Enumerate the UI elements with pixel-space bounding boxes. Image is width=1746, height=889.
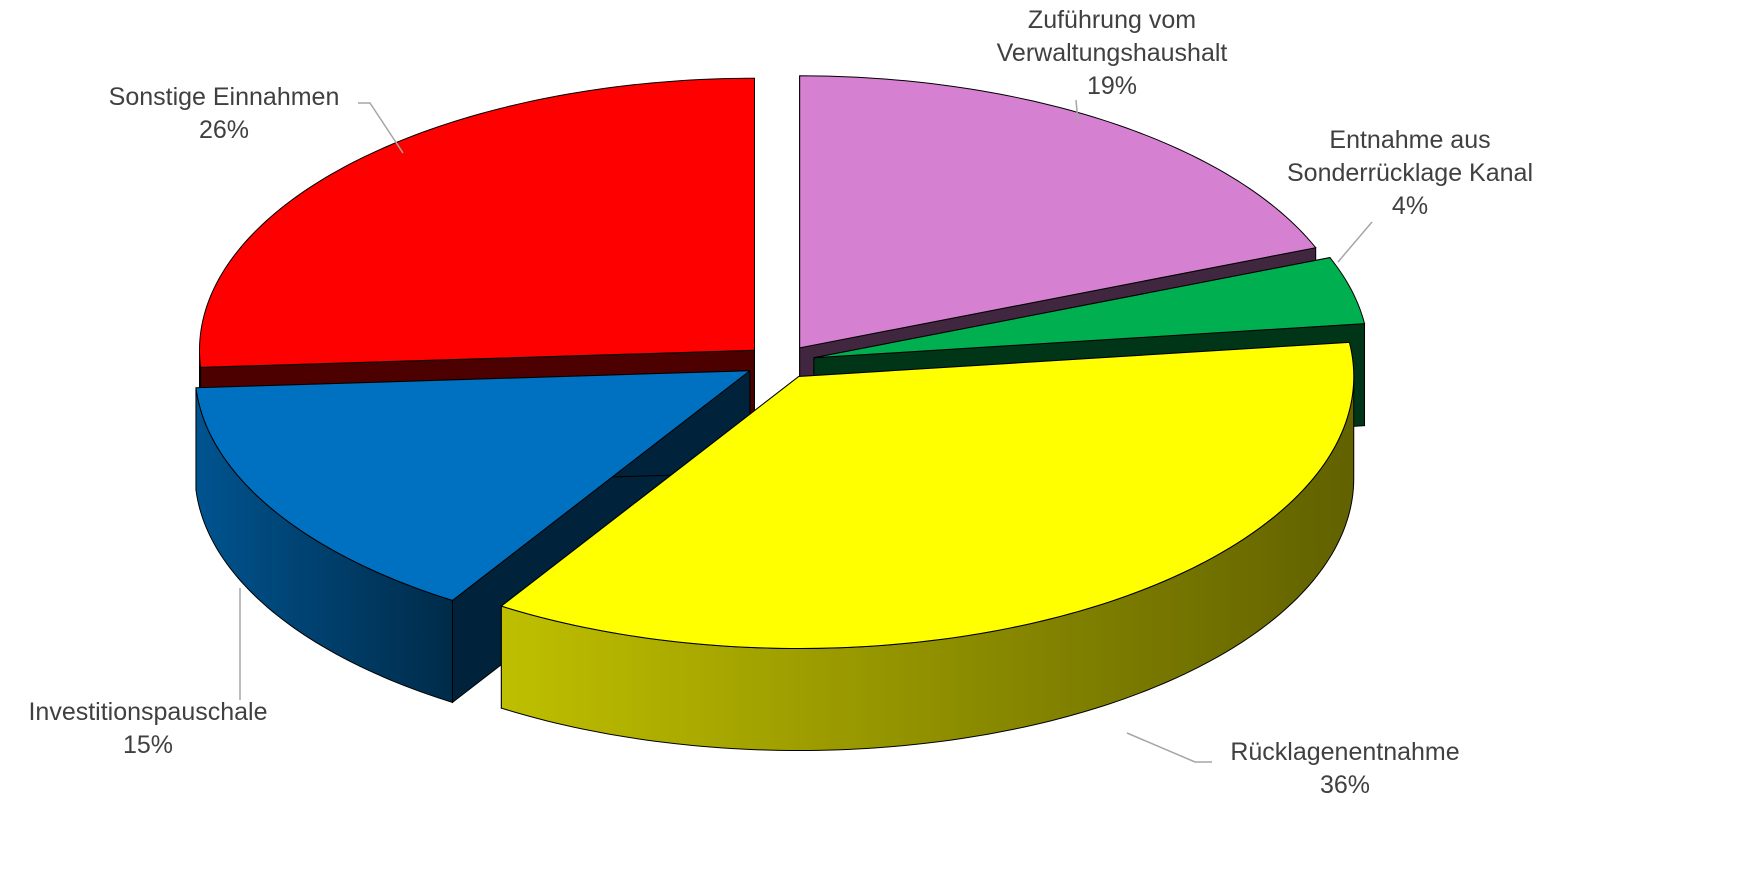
data-label: Rücklagenentnahme 36% — [1195, 736, 1495, 802]
slice — [500, 341, 1355, 751]
data-label: Investitionspauschale 15% — [0, 696, 296, 762]
value-label: 26% — [198, 116, 250, 144]
pie-slice — [799, 75, 1317, 349]
leader-line — [1075, 99, 1079, 123]
category-label: Investitionspauschale — [28, 698, 268, 726]
value-label: 36% — [1319, 771, 1371, 799]
value-label: 4% — [1391, 192, 1429, 220]
pie-slice — [813, 257, 1366, 359]
pie-slice — [500, 341, 1355, 649]
data-label: Entnahme aus Sonderrücklage Kanal 4% — [1260, 124, 1560, 223]
leader-line — [358, 102, 404, 154]
data-label: Zuführung vom Verwaltungshaushalt 19% — [962, 4, 1262, 103]
category-label: Entnahme aus Sonderrücklage Kanal — [1287, 126, 1533, 187]
value-label: 19% — [1086, 72, 1138, 100]
pie-slice — [195, 370, 752, 601]
category-label: Zuführung vom Verwaltungshaushalt — [996, 6, 1228, 67]
category-label: Sonstige Einnahmen — [108, 83, 340, 111]
leader-line — [1337, 221, 1373, 263]
leader-line — [1126, 732, 1212, 763]
value-label: 15% — [122, 731, 174, 759]
data-label: Sonstige Einnahmen 26% — [74, 81, 374, 147]
pie-slice — [198, 77, 755, 368]
category-label: Rücklagenentnahme — [1230, 738, 1460, 766]
